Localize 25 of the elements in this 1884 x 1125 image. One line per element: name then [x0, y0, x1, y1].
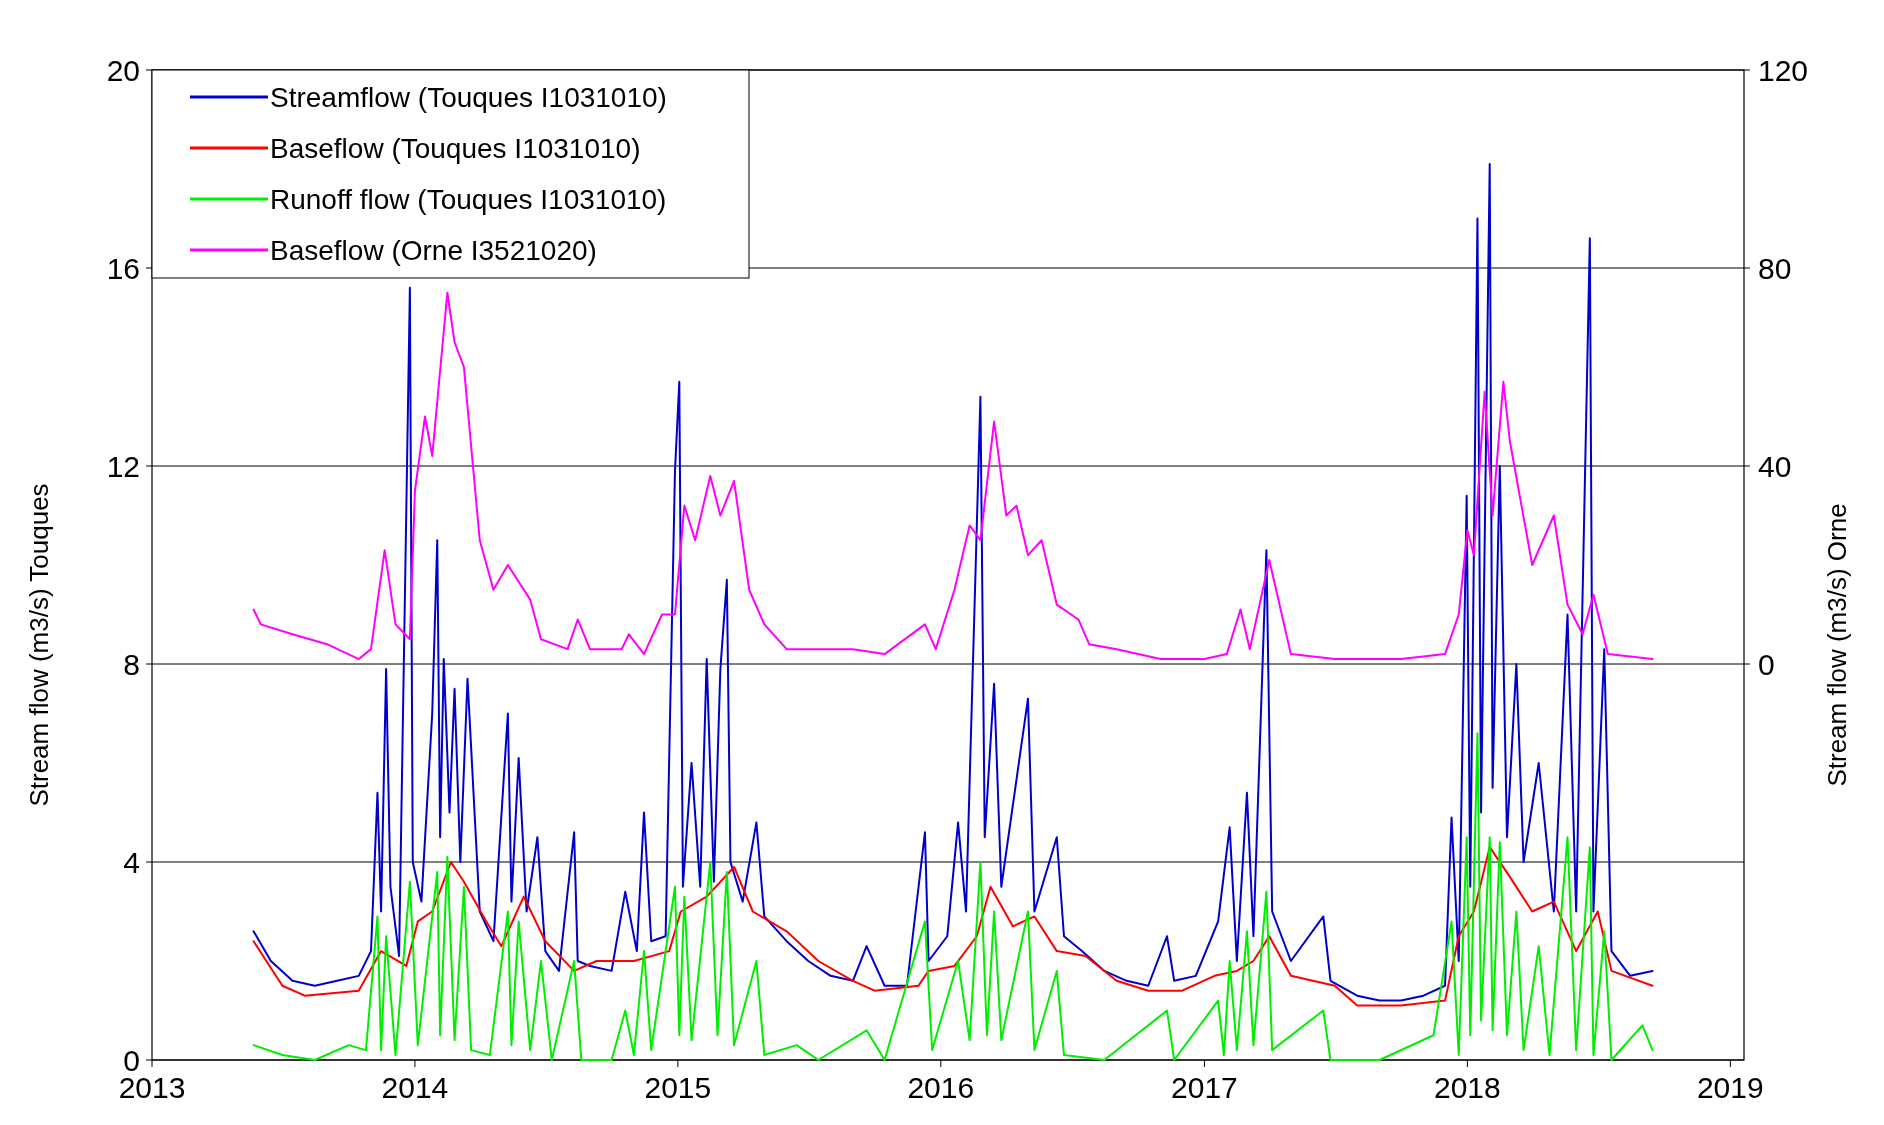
x-tick-label: 2015 [644, 1071, 712, 1104]
legend-label: Baseflow (Touques I1031010) [270, 132, 641, 164]
x-tick-label: 2014 [381, 1071, 449, 1104]
y-axis-title: Stream flow (m3/s) Touques [24, 483, 54, 807]
y2-tick-label: 40 [1758, 449, 1792, 483]
y-tick-label: 16 [106, 251, 140, 285]
x-tick-label: 2017 [1171, 1071, 1238, 1104]
y2-tick-label: 120 [1758, 53, 1809, 87]
y2-tick-label: 80 [1758, 251, 1792, 285]
line-series [252, 291, 1654, 661]
y-tick-label: 12 [106, 449, 140, 483]
y-tick-label: 8 [123, 647, 140, 681]
legend-label: Baseflow (Orne I3521020) [270, 234, 597, 266]
legend-label: Streamflow (Touques I1031010) [270, 81, 667, 113]
y-tick-label: 20 [106, 53, 140, 87]
x-tick-label: 2019 [1696, 1071, 1764, 1104]
legend-label: Runoff flow (Touques I1031010) [270, 183, 667, 215]
line-series [252, 163, 1654, 1002]
line-series [252, 846, 1654, 1007]
y2-tick-label: 0 [1758, 647, 1775, 681]
x-tick-label: 2018 [1434, 1071, 1501, 1104]
line-series [252, 732, 1654, 1061]
x-tick-label: 2016 [907, 1071, 975, 1104]
y-tick-label: 4 [123, 845, 140, 879]
y2-axis-title: Stream flow (m3/s) Orne [1822, 503, 1852, 787]
